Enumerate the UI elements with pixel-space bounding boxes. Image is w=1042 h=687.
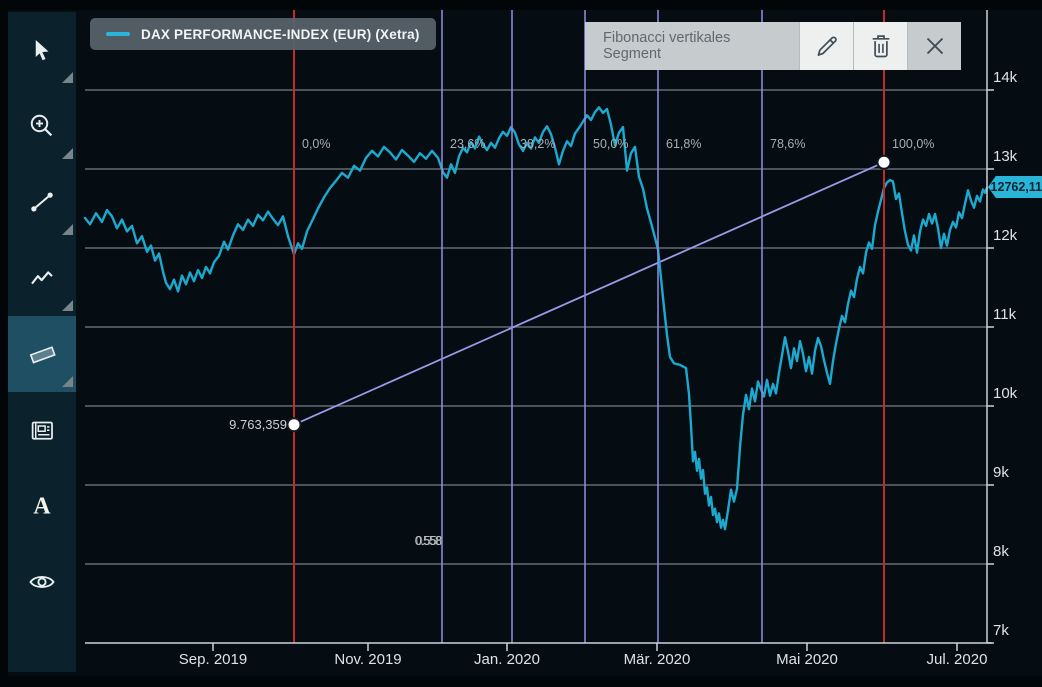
y-axis-label-14k: 14k (993, 69, 1018, 86)
submenu-triangle-icon (62, 376, 73, 387)
sidebar-tool-trendline[interactable] (8, 164, 76, 240)
y-axis-label-13k: 13k (993, 148, 1018, 165)
window-left-strip (0, 0, 8, 687)
submenu-triangle-icon (62, 300, 73, 311)
fib-level-label-100,0%: 100,0% (892, 137, 935, 151)
y-axis-label-12k: 12k (993, 227, 1018, 244)
edit-button[interactable] (799, 22, 853, 70)
last-price-badge: 12762,11 (988, 176, 1042, 198)
fibonacci-segment-line[interactable] (293, 161, 885, 426)
sidebar-tool-visibility[interactable] (8, 544, 76, 620)
y-axis-label-10k: 10k (993, 385, 1018, 402)
last-price-value: 12762,11 (990, 180, 1042, 194)
submenu-triangle-icon (62, 72, 73, 83)
sidebar-tool-zoom[interactable] (8, 88, 76, 164)
x-axis-label-Mär. 2020: Mär. 2020 (623, 651, 691, 668)
y-axis-label-9k: 9k (993, 464, 1009, 481)
submenu-triangle-icon (62, 148, 73, 159)
fib-level-label-78,6%: 78,6% (770, 137, 806, 151)
sidebar-tool-indicator[interactable] (8, 240, 76, 316)
fibonacci-toolbar-title: Fibonacci vertikales Segment (585, 22, 799, 70)
fib-level-label-0,0%: 0,0% (302, 137, 331, 151)
cursor-icon (35, 40, 49, 61)
x-axis-label-Jul. 2020: Jul. 2020 (926, 651, 988, 668)
sidebar-tool-fibonacci[interactable] (8, 316, 76, 392)
submenu-triangle-icon (62, 224, 73, 235)
trash-icon (872, 35, 889, 58)
fib-level-label-50,0%: 50,0% (593, 137, 629, 151)
y-axis-label-8k: 8k (993, 543, 1009, 560)
tool-sidebar: A (8, 12, 76, 672)
y-axis-label-11k: 11k (993, 306, 1017, 323)
x-axis-label-Nov. 2019: Nov. 2019 (334, 651, 402, 668)
x-axis-label-Mai 2020: Mai 2020 (776, 651, 838, 668)
series-legend[interactable]: DAX PERFORMANCE-INDEX (EUR) (Xetra) (90, 18, 436, 50)
fib-level-label-61,8%: 61,8% (666, 137, 702, 151)
fib-handle-start[interactable] (286, 417, 302, 433)
sidebar-tool-news[interactable] (8, 392, 76, 468)
fib-ratio-label: 0.558 (414, 534, 442, 548)
close-button[interactable] (907, 22, 961, 70)
series-line-swatch (106, 32, 130, 36)
sidebar-tool-text[interactable]: A (8, 468, 76, 544)
y-axis-label-7k: 7k (993, 622, 1009, 639)
delete-button[interactable] (853, 22, 907, 70)
fibonacci-toolbar: Fibonacci vertikales Segment (585, 22, 961, 70)
fib-level-label-23,6%: 23,6% (450, 137, 486, 151)
sidebar-tool-cursor[interactable] (8, 12, 76, 88)
price-line-series (83, 106, 989, 531)
window-bottom-strip (0, 676, 1042, 687)
series-legend-label: DAX PERFORMANCE-INDEX (EUR) (Xetra) (141, 26, 420, 42)
window-top-strip (0, 0, 1042, 10)
x-axis-label-Jan. 2020: Jan. 2020 (474, 651, 540, 668)
pencil-icon (817, 36, 837, 56)
eye-icon (29, 576, 55, 588)
trendline-icon (31, 192, 53, 212)
x-axis-label-Sep. 2019: Sep. 2019 (178, 651, 248, 668)
close-icon (926, 37, 943, 55)
svg-text:A: A (33, 494, 50, 520)
fib-level-label-38,2%: 38,2% (520, 137, 556, 151)
slanted-band-icon (29, 346, 56, 364)
zigzag-icon (31, 271, 53, 285)
text-icon: A (33, 494, 50, 520)
fib-start-price-label: 9.763,359 (229, 416, 287, 432)
zoom-icon (30, 114, 53, 137)
fib-handle-end[interactable] (876, 154, 892, 170)
newspaper-icon (31, 421, 53, 440)
